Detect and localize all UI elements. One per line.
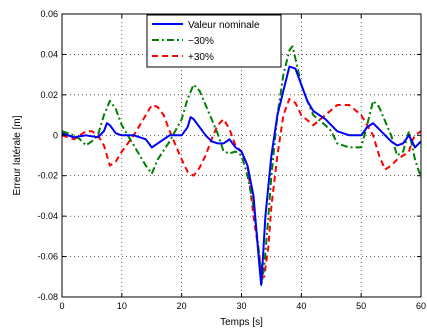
y-tick-label: 0.06 — [40, 9, 58, 19]
y-tick-label: -0.04 — [37, 211, 58, 221]
x-axis-label: Temps [s] — [220, 317, 263, 328]
y-tick-label: 0.02 — [40, 90, 58, 100]
legend-label-2: +30% — [188, 52, 214, 63]
axis-ticks: 0 10 20 30 40 50 60 -0.08 -0.06 -0.04 -0.02 0 0.02 0.… — [37, 9, 426, 311]
legend-label-0: Valeur nominale — [188, 20, 260, 31]
series-line-1 — [61, 45, 422, 284]
y-tick-label: 0 — [53, 130, 58, 140]
legend-label-1: −30% — [188, 36, 214, 47]
y-axis-label: Erreur latérale [m] — [12, 115, 23, 195]
y-tick-label: 0.04 — [40, 49, 58, 59]
y-tick-label: -0.08 — [37, 292, 58, 302]
y-tick-label: -0.06 — [37, 252, 58, 262]
series-lines — [61, 45, 422, 286]
x-tick-label: 40 — [296, 301, 306, 311]
x-tick-label: 30 — [236, 301, 246, 311]
x-tick-label: 50 — [356, 301, 366, 311]
legend: Valeur nominale −30% +30% — [146, 14, 282, 68]
x-tick-label: 0 — [59, 301, 64, 311]
series-line-0 — [61, 65, 422, 286]
x-tick-label: 20 — [177, 301, 187, 311]
y-tick-label: -0.02 — [37, 171, 58, 181]
x-tick-label: 10 — [117, 301, 127, 311]
x-tick-label: 60 — [416, 301, 426, 311]
